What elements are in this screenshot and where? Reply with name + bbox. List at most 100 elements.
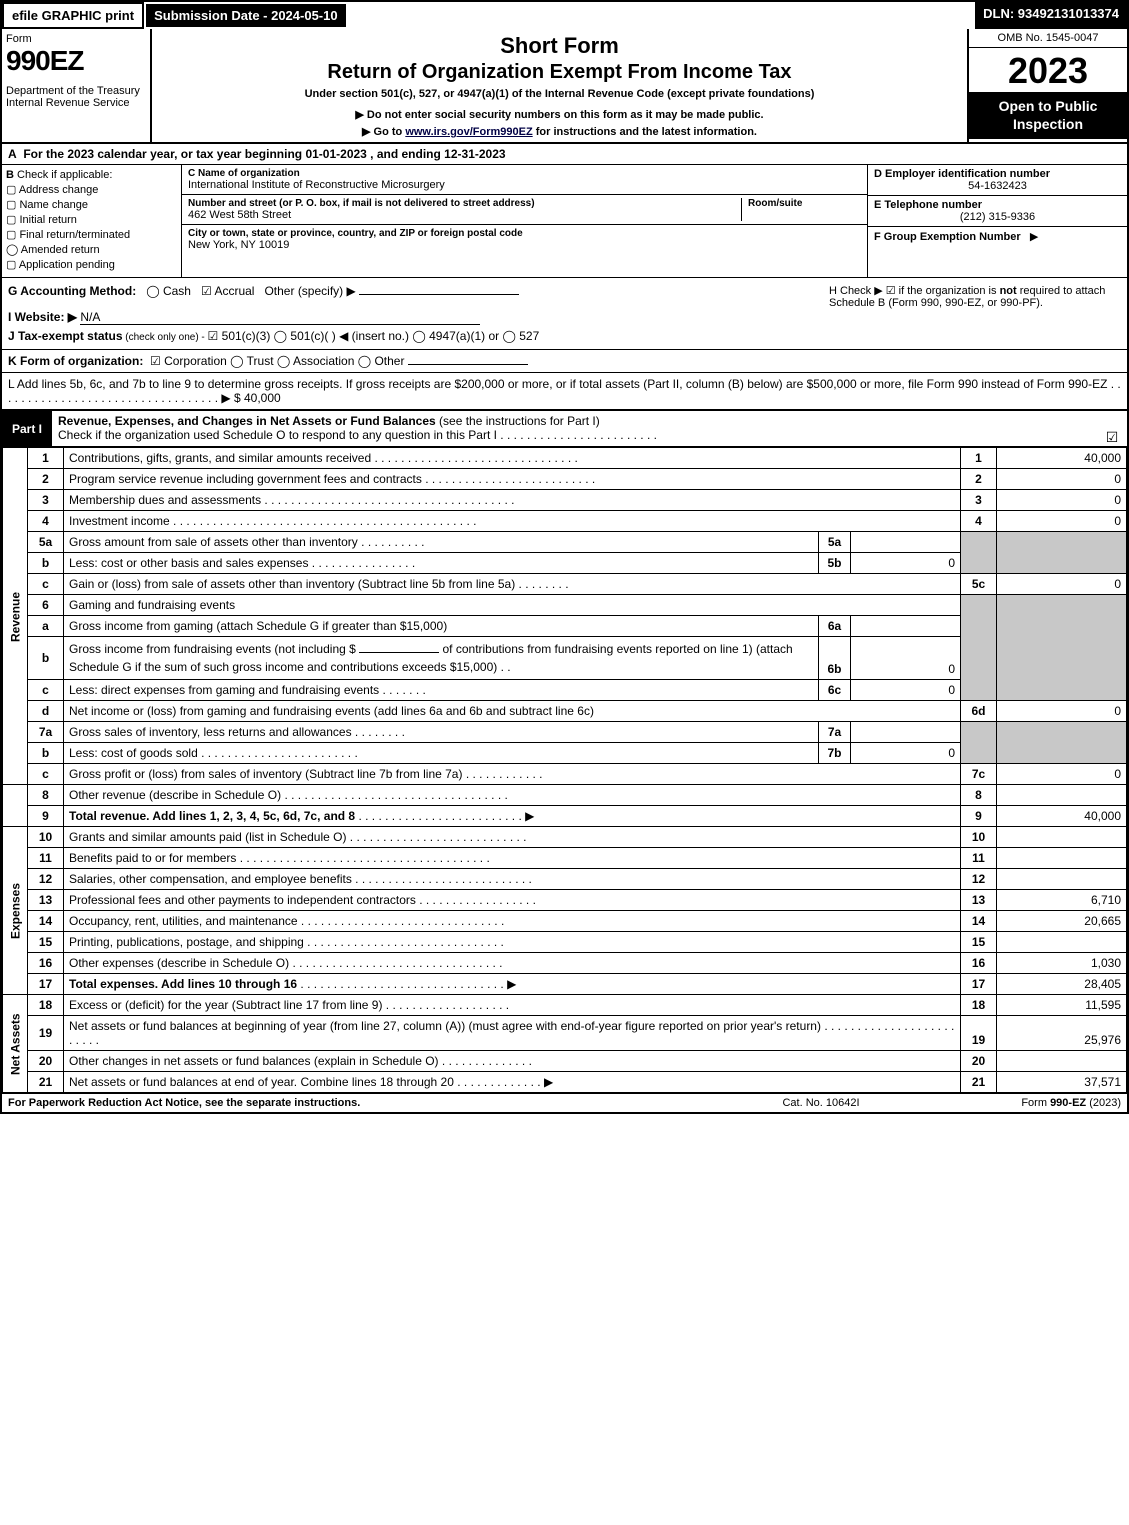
section-b-label: B [6,169,14,181]
section-c: C Name of organization International Ins… [182,165,867,277]
l1-amt: 40,000 [997,448,1127,469]
l8-desc: Other revenue (describe in Schedule O) [69,788,281,802]
l6b-blank[interactable] [359,652,439,653]
footer-right-pre: Form [1021,1097,1050,1109]
l7a-num: 7a [28,722,64,743]
chk-application-pending[interactable]: ▢ Application pending [6,258,177,271]
accounting-other-input[interactable] [359,294,519,295]
l13-rn: 13 [961,890,997,911]
l6d-desc: Net income or (loss) from gaming and fun… [69,704,594,718]
section-d-e-f: D Employer identification number 54-1632… [867,165,1127,277]
l15-amt [997,932,1127,953]
form-note-ssn: ▶ Do not enter social security numbers o… [158,108,961,121]
l5b-num: b [28,553,64,574]
l21-desc: Net assets or fund balances at end of ye… [69,1075,454,1089]
line-12: 12 Salaries, other compensation, and emp… [3,869,1127,890]
opt-application-pending: Application pending [19,259,115,271]
chk-amended-return[interactable]: ◯ Amended return [6,243,177,256]
l16-amt: 1,030 [997,953,1127,974]
l6c-num: c [28,680,64,701]
l5b-desc: Less: cost or other basis and sales expe… [69,556,308,570]
org-address-label: Number and street (or P. O. box, if mail… [188,198,741,209]
l7b-num: b [28,743,64,764]
org-address-cell: Number and street (or P. O. box, if mail… [182,195,867,225]
part-i-header: Part I Revenue, Expenses, and Changes in… [2,411,1127,447]
irs-link[interactable]: www.irs.gov/Form990EZ [405,126,532,138]
chk-initial-return[interactable]: ▢ Initial return [6,213,177,226]
l7b-desc: Less: cost of goods sold [69,746,198,760]
omb-number: OMB No. 1545-0047 [969,29,1127,48]
section-h-not: not [1000,285,1017,297]
accounting-method-label: G Accounting Method: [8,284,136,298]
accounting-other[interactable]: Other (specify) ▶ [264,284,355,298]
line-6b: b Gross income from fundraising events (… [3,637,1127,680]
org-name-value: International Institute of Reconstructiv… [188,179,861,191]
line-19: 19 Net assets or fund balances at beginn… [3,1016,1127,1051]
form-of-org-other-input[interactable] [408,364,528,365]
org-city-cell: City or town, state or province, country… [182,225,867,254]
l5b-sn: 5b [819,553,851,574]
line-21: 21 Net assets or fund balances at end of… [3,1072,1127,1093]
l6b-num: b [28,637,64,680]
l6d-amt: 0 [997,701,1127,722]
opt-name-change: Name change [19,199,88,211]
l7a-samt [851,722,961,743]
line-5b: b Less: cost or other basis and sales ex… [3,553,1127,574]
l16-num: 16 [28,953,64,974]
phone-label: E Telephone number [874,199,1121,211]
l12-rn: 12 [961,869,997,890]
line-11: 11 Benefits paid to or for members . . .… [3,848,1127,869]
sidebar-revenue-cont [3,785,28,827]
l7c-num: c [28,764,64,785]
row-a-text: For the 2023 calendar year, or tax year … [23,147,505,161]
l3-amt: 0 [997,490,1127,511]
l10-num: 10 [28,827,64,848]
l4-amt: 0 [997,511,1127,532]
accounting-accrual[interactable]: Accrual [214,284,254,298]
accounting-cash[interactable]: Cash [163,284,191,298]
section-d: D Employer identification number 54-1632… [868,165,1127,196]
sidebar-revenue: Revenue [3,448,28,785]
l6abc-shade-amt [997,595,1127,701]
l6c-desc: Less: direct expenses from gaming and fu… [69,683,379,697]
form-of-org-options[interactable]: ☑ Corporation ◯ Trust ◯ Association ◯ Ot… [150,354,404,368]
l6c-samt: 0 [851,680,961,701]
chk-name-change[interactable]: ▢ Name change [6,198,177,211]
section-h: H Check ▶ ☑ if the organization is not r… [821,284,1121,343]
l11-num: 11 [28,848,64,869]
l11-rn: 11 [961,848,997,869]
l7c-amt: 0 [997,764,1127,785]
l1-desc: Contributions, gifts, grants, and simila… [69,451,371,465]
l21-num: 21 [28,1072,64,1093]
room-suite-label: Room/suite [748,198,861,209]
department-label: Department of the Treasury Internal Reve… [6,85,146,109]
l16-desc: Other expenses (describe in Schedule O) [69,956,289,970]
l9-desc: Total revenue. Add lines 1, 2, 3, 4, 5c,… [69,809,355,823]
form-title-block: Short Form Return of Organization Exempt… [152,29,967,142]
l7b-samt: 0 [851,743,961,764]
l2-num: 2 [28,469,64,490]
l4-desc: Investment income [69,514,170,528]
line-6d: d Net income or (loss) from gaming and f… [3,701,1127,722]
l19-desc: Net assets or fund balances at beginning… [69,1019,821,1033]
line-8: 8 Other revenue (describe in Schedule O)… [3,785,1127,806]
chk-final-return[interactable]: ▢ Final return/terminated [6,228,177,241]
line-20: 20 Other changes in net assets or fund b… [3,1051,1127,1072]
l7b-sn: 7b [819,743,851,764]
org-name-cell: C Name of organization International Ins… [182,165,867,195]
l20-desc: Other changes in net assets or fund bala… [69,1054,439,1068]
footer-catno: Cat. No. 10642I [721,1097,921,1109]
chk-address-change[interactable]: ▢ Address change [6,183,177,196]
l6a-samt [851,616,961,637]
l14-num: 14 [28,911,64,932]
efile-print-label[interactable]: efile GRAPHIC print [2,2,144,29]
l9-num: 9 [28,806,64,827]
part-i-checkbox[interactable]: ☑ [1097,411,1127,446]
note2-post: for instructions and the latest informat… [533,126,757,138]
part-i-title: Revenue, Expenses, and Changes in Net As… [58,414,436,428]
line-2: 2 Program service revenue including gove… [3,469,1127,490]
tax-exempt-options[interactable]: ☑ 501(c)(3) ◯ 501(c)( ) ◀ (insert no.) ◯… [208,329,540,343]
l2-rn: 2 [961,469,997,490]
line-1: Revenue 1 Contributions, gifts, grants, … [3,448,1127,469]
line-16: 16 Other expenses (describe in Schedule … [3,953,1127,974]
